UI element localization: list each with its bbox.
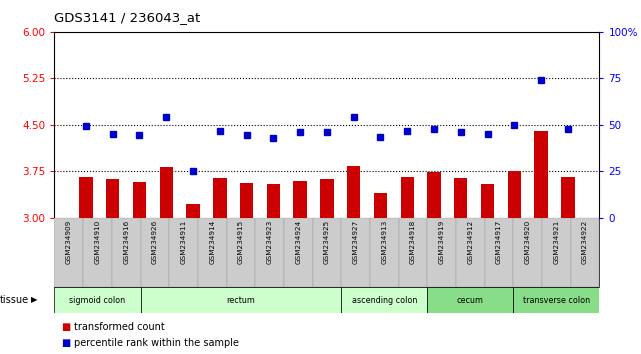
Bar <box>401 177 414 218</box>
Bar <box>255 218 284 287</box>
Bar <box>570 218 599 287</box>
Bar <box>169 218 198 287</box>
Bar <box>454 178 467 218</box>
Text: GSM234913: GSM234913 <box>381 220 387 264</box>
Text: transverse colon: transverse colon <box>523 296 590 304</box>
Text: ■: ■ <box>61 322 70 332</box>
Bar <box>83 218 112 287</box>
Bar <box>112 218 140 287</box>
Bar <box>513 218 542 287</box>
Text: GSM234927: GSM234927 <box>353 220 358 264</box>
Text: rectum: rectum <box>226 296 255 304</box>
Text: GDS3141 / 236043_at: GDS3141 / 236043_at <box>54 11 201 24</box>
Text: GSM234922: GSM234922 <box>582 220 588 264</box>
Bar <box>428 218 456 287</box>
Bar <box>508 171 521 218</box>
Text: GSM234915: GSM234915 <box>238 220 244 264</box>
Bar <box>399 218 428 287</box>
Bar <box>370 218 399 287</box>
Text: GSM234920: GSM234920 <box>524 220 531 264</box>
Bar <box>485 218 513 287</box>
Bar <box>240 183 253 218</box>
Text: GSM234926: GSM234926 <box>152 220 158 264</box>
Bar <box>198 218 226 287</box>
Bar <box>54 218 599 287</box>
Bar <box>428 287 513 313</box>
Bar <box>79 177 93 218</box>
Bar <box>341 218 370 287</box>
Bar <box>140 287 341 313</box>
Bar <box>481 184 494 218</box>
Bar <box>267 184 280 218</box>
Text: GSM234924: GSM234924 <box>296 220 301 264</box>
Text: GSM234925: GSM234925 <box>324 220 330 264</box>
Bar <box>106 179 119 218</box>
Bar <box>428 172 441 218</box>
Bar <box>54 287 140 313</box>
Bar <box>513 287 599 313</box>
Text: tissue: tissue <box>0 295 29 305</box>
Text: GSM234919: GSM234919 <box>438 220 445 264</box>
Text: cecum: cecum <box>457 296 484 304</box>
Text: GSM234914: GSM234914 <box>209 220 215 264</box>
Bar <box>374 193 387 218</box>
Text: GSM234912: GSM234912 <box>467 220 473 264</box>
Bar <box>133 182 146 218</box>
Bar <box>456 218 485 287</box>
Text: GSM234916: GSM234916 <box>123 220 129 264</box>
Bar <box>54 218 83 287</box>
Bar <box>187 204 200 218</box>
Bar <box>542 218 570 287</box>
Text: GSM234918: GSM234918 <box>410 220 416 264</box>
Bar <box>320 179 333 218</box>
Text: GSM234911: GSM234911 <box>181 220 187 264</box>
Text: ■: ■ <box>61 338 70 348</box>
Bar <box>341 287 428 313</box>
Text: ▶: ▶ <box>31 296 37 304</box>
Bar <box>160 167 173 218</box>
Text: GSM234909: GSM234909 <box>66 220 72 264</box>
Bar <box>140 218 169 287</box>
Text: GSM234923: GSM234923 <box>267 220 272 264</box>
Text: transformed count: transformed count <box>74 322 165 332</box>
Text: percentile rank within the sample: percentile rank within the sample <box>74 338 238 348</box>
Bar <box>561 177 574 218</box>
Text: GSM234917: GSM234917 <box>496 220 502 264</box>
Text: GSM234910: GSM234910 <box>94 220 101 264</box>
Bar <box>213 178 226 218</box>
Text: GSM234921: GSM234921 <box>553 220 560 264</box>
Bar <box>347 166 360 218</box>
Bar <box>226 218 255 287</box>
Bar <box>535 131 548 218</box>
Bar <box>284 218 313 287</box>
Bar <box>294 181 307 218</box>
Bar <box>313 218 341 287</box>
Text: ascending colon: ascending colon <box>351 296 417 304</box>
Text: sigmoid colon: sigmoid colon <box>69 296 126 304</box>
